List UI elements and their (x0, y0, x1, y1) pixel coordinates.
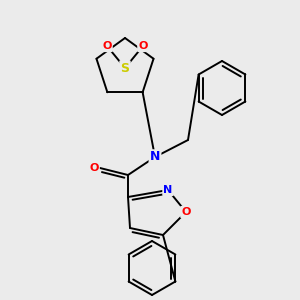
Text: N: N (150, 151, 160, 164)
Text: N: N (164, 185, 172, 195)
Text: O: O (89, 163, 99, 173)
Text: O: O (102, 41, 112, 51)
Text: O: O (138, 41, 148, 51)
Text: S: S (121, 61, 130, 74)
Text: O: O (181, 207, 191, 217)
